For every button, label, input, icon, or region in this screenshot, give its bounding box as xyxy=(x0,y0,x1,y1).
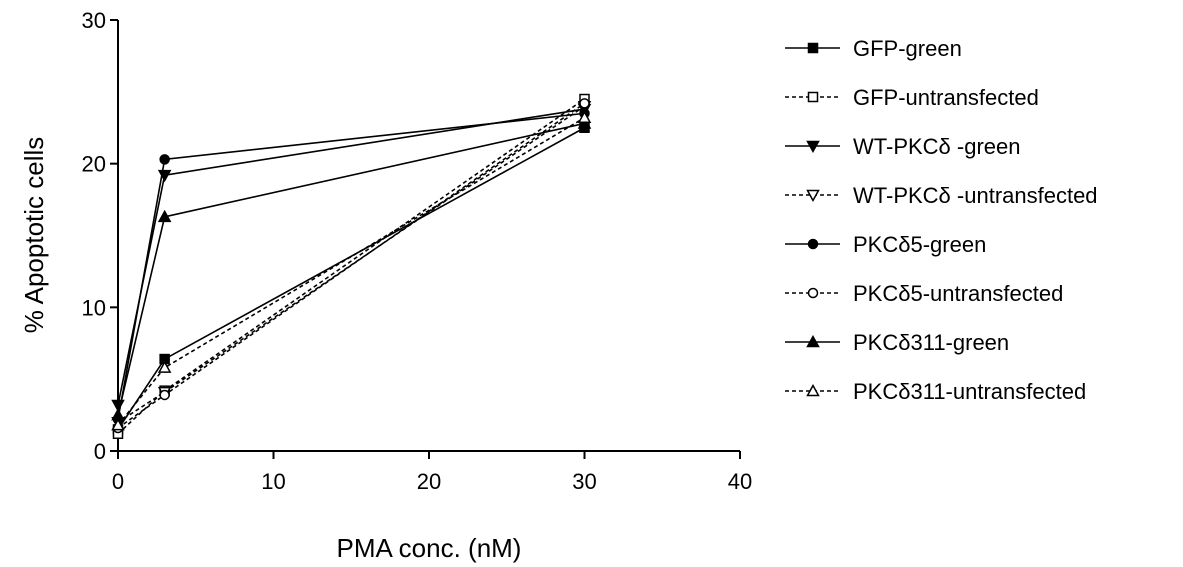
legend-label: WT-PKCδ -untransfected xyxy=(853,183,1098,208)
series-8-line xyxy=(117,117,585,426)
legend: GFP-green GFP-untransfected WT-PKCδ -green… xyxy=(785,36,1098,404)
y-axis-title: % Apoptotic cells xyxy=(19,137,49,334)
legend-label: GFP-untransfected xyxy=(853,85,1039,110)
legend-marker xyxy=(807,91,819,103)
y-tick-label: 30 xyxy=(82,8,106,33)
legend-label: PKCδ5-green xyxy=(853,232,986,257)
x-tick-label: 30 xyxy=(572,469,596,494)
legend-item-3: WT-PKCδ -green xyxy=(785,134,1021,159)
x-axis-title: PMA conc. (nM) xyxy=(337,533,522,563)
series-7-point xyxy=(157,209,172,223)
series-1 xyxy=(112,122,590,435)
axes: 0 10 20 30 40 0 10 20 30 xyxy=(82,8,753,494)
series-7 xyxy=(111,116,592,421)
legend-label: PKCδ5-untransfected xyxy=(853,281,1063,306)
series-7-point xyxy=(111,408,125,421)
legend-item-4: WT-PKCδ -untransfected xyxy=(785,183,1098,208)
legend-label: GFP-green xyxy=(853,36,962,61)
legend-item-6: PKCδ5-untransfected xyxy=(785,281,1063,306)
y-tick-label: 10 xyxy=(82,295,106,320)
legend-label: WT-PKCδ -green xyxy=(853,134,1021,159)
legend-label: PKCδ311-green xyxy=(853,330,1009,355)
x-tick-label: 10 xyxy=(261,469,285,494)
y-tick-label: 0 xyxy=(94,439,106,464)
legend-marker xyxy=(807,42,819,54)
legend-marker xyxy=(806,383,820,397)
series-5-point xyxy=(159,154,170,165)
x-tick-label: 40 xyxy=(728,469,752,494)
series-layer xyxy=(111,93,592,440)
x-tick-label: 0 xyxy=(112,469,124,494)
legend-marker xyxy=(807,238,819,250)
legend-marker xyxy=(806,189,820,203)
series-2-line xyxy=(117,98,585,435)
y-tick-label: 20 xyxy=(82,152,106,177)
legend-marker xyxy=(807,287,819,299)
legend-label: PKCδ311-untransfected xyxy=(853,379,1086,404)
legend-item-8: PKCδ311-untransfected xyxy=(785,379,1086,404)
legend-item-1: GFP-green xyxy=(785,36,962,61)
series-8 xyxy=(111,110,592,431)
legend-item-2: GFP-untransfected xyxy=(785,85,1039,110)
series-8-point xyxy=(157,360,172,373)
series-6-point xyxy=(159,389,170,401)
series-4 xyxy=(111,100,592,430)
series-1-line xyxy=(117,127,585,430)
legend-marker xyxy=(806,334,820,348)
series-8-point xyxy=(111,418,125,431)
legend-item-7: PKCδ311-green xyxy=(785,330,1009,355)
series-8-point xyxy=(577,110,592,123)
series-5 xyxy=(112,108,590,425)
legend-item-5: PKCδ5-green xyxy=(785,232,986,257)
legend-marker xyxy=(806,140,820,154)
series-6-point xyxy=(579,98,590,109)
x-tick-label: 20 xyxy=(417,469,441,494)
